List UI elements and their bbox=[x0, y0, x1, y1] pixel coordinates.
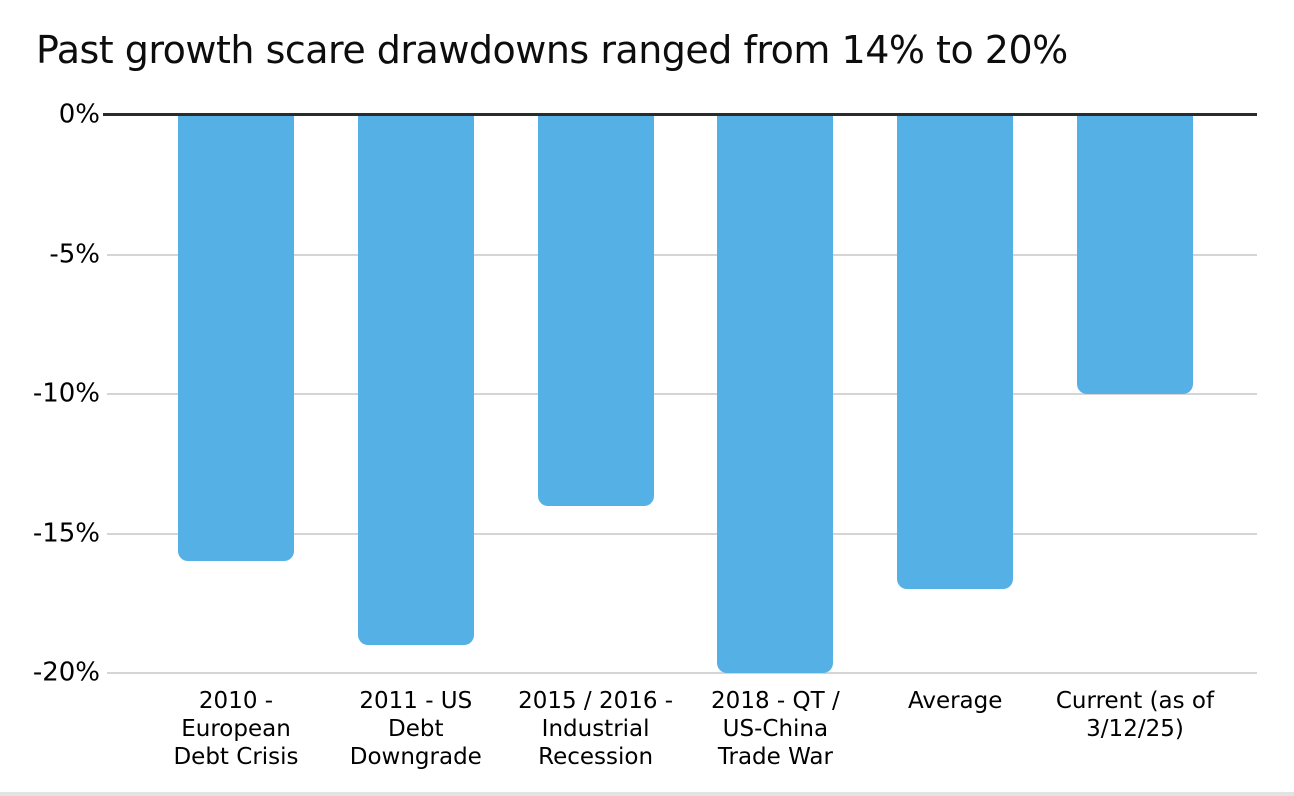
gridline bbox=[107, 253, 1257, 256]
x-category-label: 2015 / 2016 - Industrial Recession bbox=[518, 688, 674, 770]
x-axis: 2010 - European Debt Crisis 2011 - US Deb… bbox=[107, 687, 1257, 782]
gridline bbox=[107, 393, 1257, 395]
y-axis: 0% -5% -10% -15% -20% bbox=[0, 99, 100, 687]
x-category-label: Average bbox=[907, 688, 1003, 714]
bottom-edge-line bbox=[0, 792, 1294, 796]
bar bbox=[897, 115, 1014, 590]
bar bbox=[178, 115, 294, 562]
plot-area bbox=[103, 113, 1257, 674]
y-tick-label: -20% bbox=[32, 657, 100, 688]
x-category-label: 2010 - European Debt Crisis bbox=[173, 688, 299, 770]
gridline bbox=[107, 532, 1257, 535]
chart-title: Past growth scare drawdowns ranged from … bbox=[36, 28, 1068, 72]
x-category-label: 2018 - QT / US-China Trade War bbox=[711, 688, 840, 770]
x-category-label: 2011 - US Debt Downgrade bbox=[349, 688, 482, 770]
zero-axis-line bbox=[103, 113, 1257, 116]
y-tick-label: -10% bbox=[32, 378, 100, 409]
x-category-label: Current (as of 3/12/25) bbox=[1055, 688, 1215, 742]
y-tick-label: -5% bbox=[49, 238, 100, 269]
bar bbox=[1077, 115, 1193, 394]
y-tick-label: 0% bbox=[58, 99, 100, 130]
bar bbox=[357, 115, 474, 646]
y-tick-label: -15% bbox=[32, 517, 100, 548]
bar bbox=[717, 115, 834, 673]
bar bbox=[537, 115, 654, 506]
gridline bbox=[107, 672, 1257, 674]
